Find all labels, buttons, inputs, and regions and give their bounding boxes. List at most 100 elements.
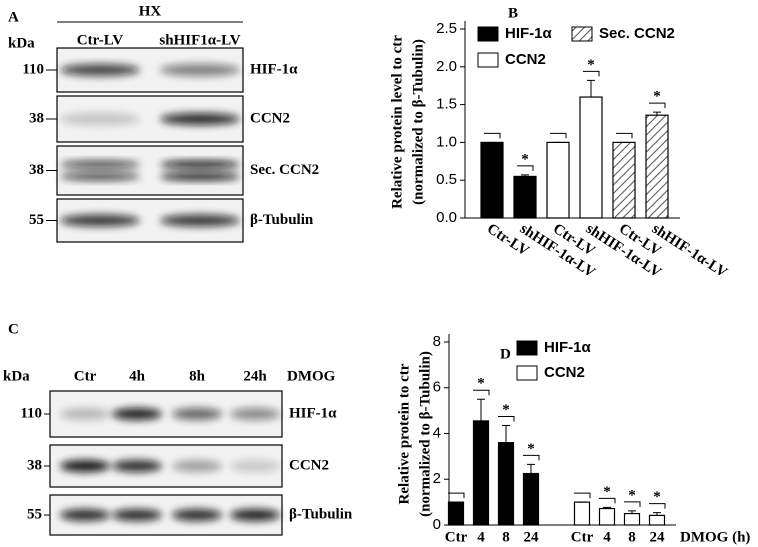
band [60,64,140,76]
significance: * [603,484,611,500]
y-tick-label: 0.5 [436,171,457,188]
x-tick-label: 4 [603,529,611,545]
kda-label: kDa [3,368,30,384]
band [172,408,222,420]
x-tick-label: 8 [628,529,636,545]
y-axis-label: (normalized to β-Tubulin) [417,351,433,517]
panel-label: A [8,9,19,25]
bar [598,507,616,526]
mw-marker: 38 [29,110,44,126]
bar [513,175,537,219]
band [112,509,162,521]
x-tick-label: Ctr [571,529,594,545]
bar [546,141,570,219]
lane-label: Ctr [74,368,97,384]
panel-label: C [8,321,19,337]
error-bar [502,424,510,443]
lane-label: 4h [129,368,146,384]
bar [447,501,465,526]
y-tick-label: 8 [433,333,441,350]
error-bar [587,79,595,98]
band [60,113,140,125]
panel-label: B [508,5,518,21]
error-bar [477,398,485,421]
bracket [550,132,567,139]
bracket [599,497,616,504]
y-axis-label: (normalized to β-Tubulin) [410,39,426,205]
bracket [484,132,501,139]
band [230,460,280,472]
error-bar [521,174,529,177]
legend-swatch [571,26,593,42]
bracket [448,492,465,499]
significance: * [502,402,510,418]
bar [472,420,490,526]
protein-label: CCN2 [289,457,329,473]
protein-label: HIF-1α [250,61,298,77]
bracket [624,501,641,507]
y-tick-label: 0 [433,516,441,533]
mw-marker: 55 [29,212,44,228]
lane-label: shHIF1α-LV [159,32,240,48]
blot-box [56,145,244,196]
bar [480,141,504,219]
band [60,408,110,420]
y-tick-label: 0.0 [436,209,457,226]
significance: * [521,151,529,167]
legend-label: HIF-1α [505,25,553,42]
bar [522,472,540,526]
protein-label: CCN2 [250,110,290,126]
bar [648,514,666,526]
error-bar [628,510,636,514]
bracket [649,102,666,109]
error-bar [653,111,661,116]
x-tick-label: Ctr [445,529,468,545]
band [60,509,110,521]
band [172,460,222,472]
y-tick-label: 1.0 [436,133,457,150]
significance: * [628,487,636,503]
lane-label: 8h [189,368,206,384]
bracket [649,503,666,509]
lane-label: Ctr-LV [77,32,124,48]
significance: * [477,376,485,392]
protein-label: Sec. CCN2 [250,162,319,178]
y-tick-label: 2 [433,470,441,487]
condition-label: HX [139,3,162,19]
y-tick-label: 2.0 [436,58,457,75]
x-tick-label: 24 [650,529,666,545]
bracket [574,492,591,499]
significance: * [527,441,535,457]
y-axis-label: Relative protein to ctr [396,363,412,504]
band [160,113,240,125]
bar [497,442,515,526]
protein-label: β-Tubulin [289,506,353,522]
legend-swatch [516,365,538,381]
band [60,172,140,181]
bar [612,141,636,219]
legend-label: CCN2 [505,51,546,68]
bracket [498,415,515,422]
mw-marker: 38 [29,162,44,178]
legend-label: HIF-1α [544,339,592,356]
band [160,64,240,76]
legend-swatch [477,26,499,42]
bar [579,96,603,219]
legend-swatch [516,340,538,356]
band [112,408,162,420]
y-tick-label: 6 [433,379,441,396]
bracket [517,165,534,171]
band [60,214,140,227]
legend-label: Sec. CCN2 [599,25,675,42]
significance: * [587,57,595,73]
error-bar [603,506,611,509]
x-tick-label: 8 [502,529,510,545]
mw-marker: 38 [27,457,42,473]
y-tick-label: 4 [433,424,441,441]
protein-label: HIF-1α [289,405,337,421]
band [230,509,280,521]
y-tick-label: 2.5 [436,20,457,37]
legend-label: CCN2 [544,364,585,381]
bar [623,512,641,526]
band [60,160,140,169]
